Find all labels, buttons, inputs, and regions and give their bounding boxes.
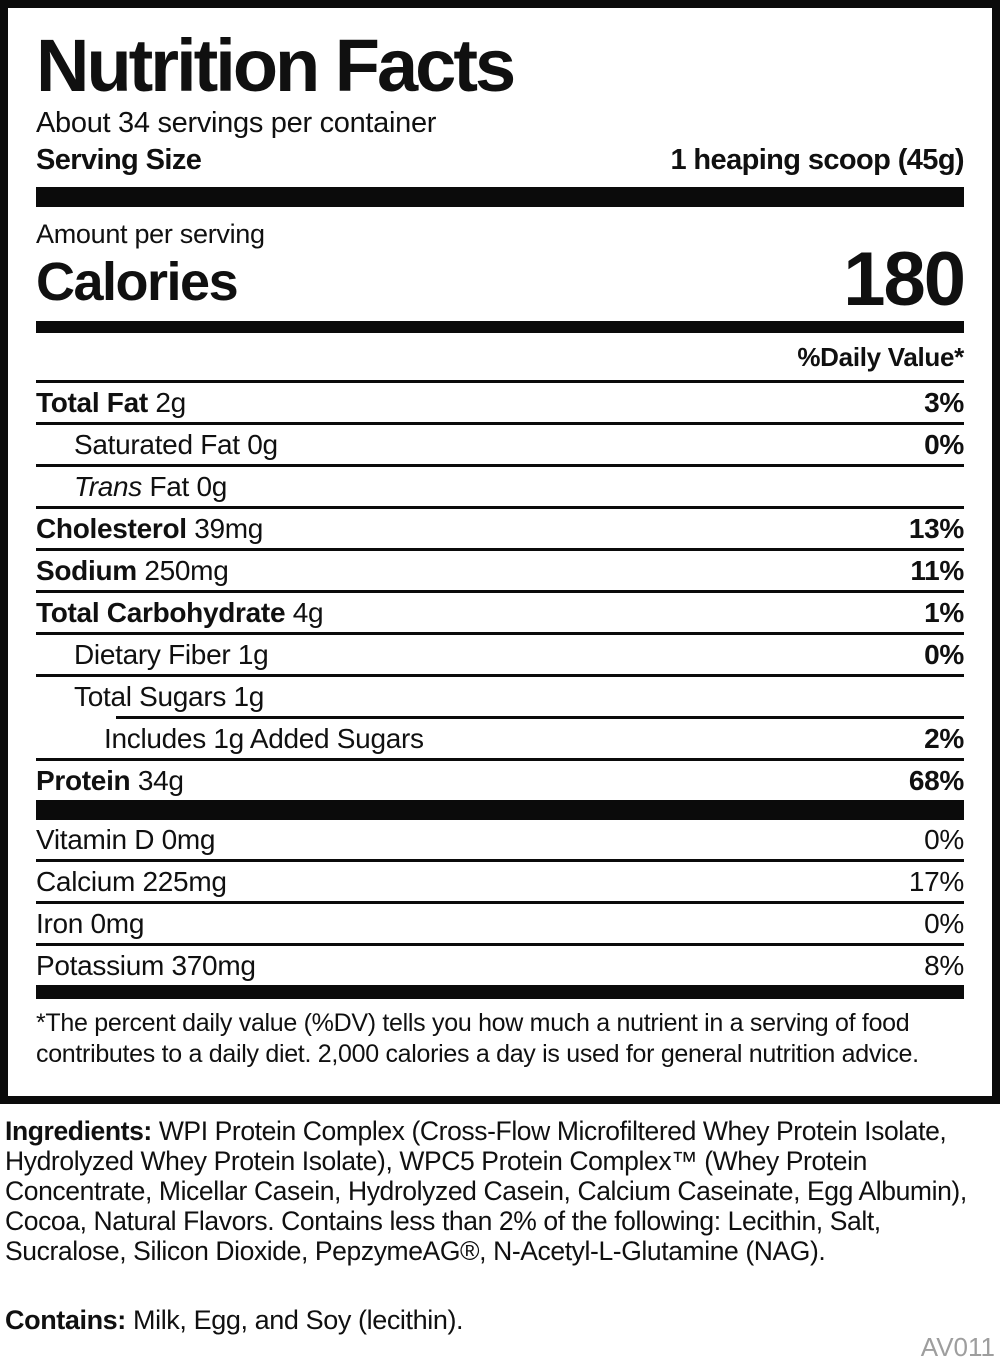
daily-value: 2% <box>924 723 964 755</box>
daily-value-footnote: *The percent daily value (%DV) tells you… <box>36 1009 919 1069</box>
row-sodium: Sodium 250mg 11% <box>36 551 964 594</box>
daily-value: 17% <box>908 866 964 898</box>
amount-per-serving-label: Amount per serving <box>36 219 265 250</box>
section-divider-bar <box>36 800 964 821</box>
daily-value: 3% <box>924 387 964 419</box>
indented-divider <box>116 716 964 720</box>
daily-value: 68% <box>908 765 964 797</box>
nutrient-text: Trans Fat 0g <box>74 471 228 503</box>
nutrient-text: Protein 34g <box>36 765 184 797</box>
ingredients-heading: Ingredients: <box>5 1116 152 1147</box>
section-divider-bar <box>36 321 964 334</box>
nutrient-text: Cholesterol 39mg <box>36 513 264 545</box>
nutrient-text: Saturated Fat 0g <box>74 429 278 461</box>
serving-size-value: 1 heaping scoop (45g) <box>670 144 964 177</box>
serving-size-label: Serving Size <box>36 144 202 177</box>
contains-text: Milk, Egg, and Soy (lecithin). <box>125 1305 464 1336</box>
row-vitamin-d: Vitamin D 0mg 0% <box>36 820 964 863</box>
calories-row: Calories 180 <box>36 237 966 323</box>
ingredients-paragraph: Ingredients: WPI Protein Complex (Cross-… <box>5 1116 995 1266</box>
daily-value-header: %Daily Value* <box>36 333 964 384</box>
row-dietary-fiber: Dietary Fiber 1g 0% <box>36 635 964 678</box>
contains-heading: Contains: <box>5 1305 126 1336</box>
mineral-text: Potassium 370mg <box>36 950 256 982</box>
nutrient-text: Total Fat 2g <box>36 387 186 419</box>
calories-label: Calories <box>36 252 239 313</box>
daily-value: 11% <box>910 555 964 587</box>
row-added-sugars: Includes 1g Added Sugars 2% <box>36 719 964 762</box>
daily-value: 0% <box>924 639 964 671</box>
contains-paragraph: Contains: Milk, Egg, and Soy (lecithin). <box>5 1305 464 1336</box>
daily-value: 8% <box>924 950 964 982</box>
nutrient-text: Total Sugars 1g <box>74 681 265 713</box>
mineral-text: Vitamin D 0mg <box>36 824 216 856</box>
calories-value: 180 <box>843 237 966 323</box>
mineral-text: Iron 0mg <box>36 908 145 940</box>
daily-value: 0% <box>924 824 964 856</box>
row-total-fat: Total Fat 2g 3% <box>36 383 964 426</box>
nutrient-text: Sodium 250mg <box>36 555 229 587</box>
nutrient-text: Includes 1g Added Sugars <box>104 723 424 755</box>
section-divider-bar <box>36 187 964 208</box>
row-total-sugars: Total Sugars 1g <box>36 677 964 716</box>
row-cholesterol: Cholesterol 39mg 13% <box>36 509 964 552</box>
row-saturated-fat: Saturated Fat 0g 0% <box>36 425 964 468</box>
row-total-carbohydrate: Total Carbohydrate 4g 1% <box>36 593 964 636</box>
contains-row: Contains: Milk, Egg, and Soy (lecithin).… <box>5 1278 995 1363</box>
servings-per-container: About 34 servings per container <box>36 107 437 140</box>
row-protein: Protein 34g 68% <box>36 761 964 800</box>
daily-value: 13% <box>908 513 964 545</box>
row-iron: Iron 0mg 0% <box>36 904 964 947</box>
row-trans-fat: Trans Fat 0g <box>36 467 964 510</box>
nutrition-facts-panel: Nutrition Facts About 34 servings per co… <box>0 0 1000 1105</box>
daily-value: 0% <box>924 429 964 461</box>
product-code: AV011 <box>920 1332 995 1363</box>
serving-size-row: Serving Size 1 heaping scoop (45g) <box>36 143 965 177</box>
section-divider-bar <box>36 985 964 1000</box>
nutrient-text: Total Carbohydrate 4g <box>36 597 324 629</box>
daily-value: 0% <box>924 908 964 940</box>
mineral-text: Calcium 225mg <box>36 866 227 898</box>
row-calcium: Calcium 225mg 17% <box>36 862 964 905</box>
nutrient-text: Dietary Fiber 1g <box>74 639 269 671</box>
daily-value: 1% <box>924 597 964 629</box>
label-title: Nutrition Facts <box>36 24 516 107</box>
row-potassium: Potassium 370mg 8% <box>36 946 964 985</box>
